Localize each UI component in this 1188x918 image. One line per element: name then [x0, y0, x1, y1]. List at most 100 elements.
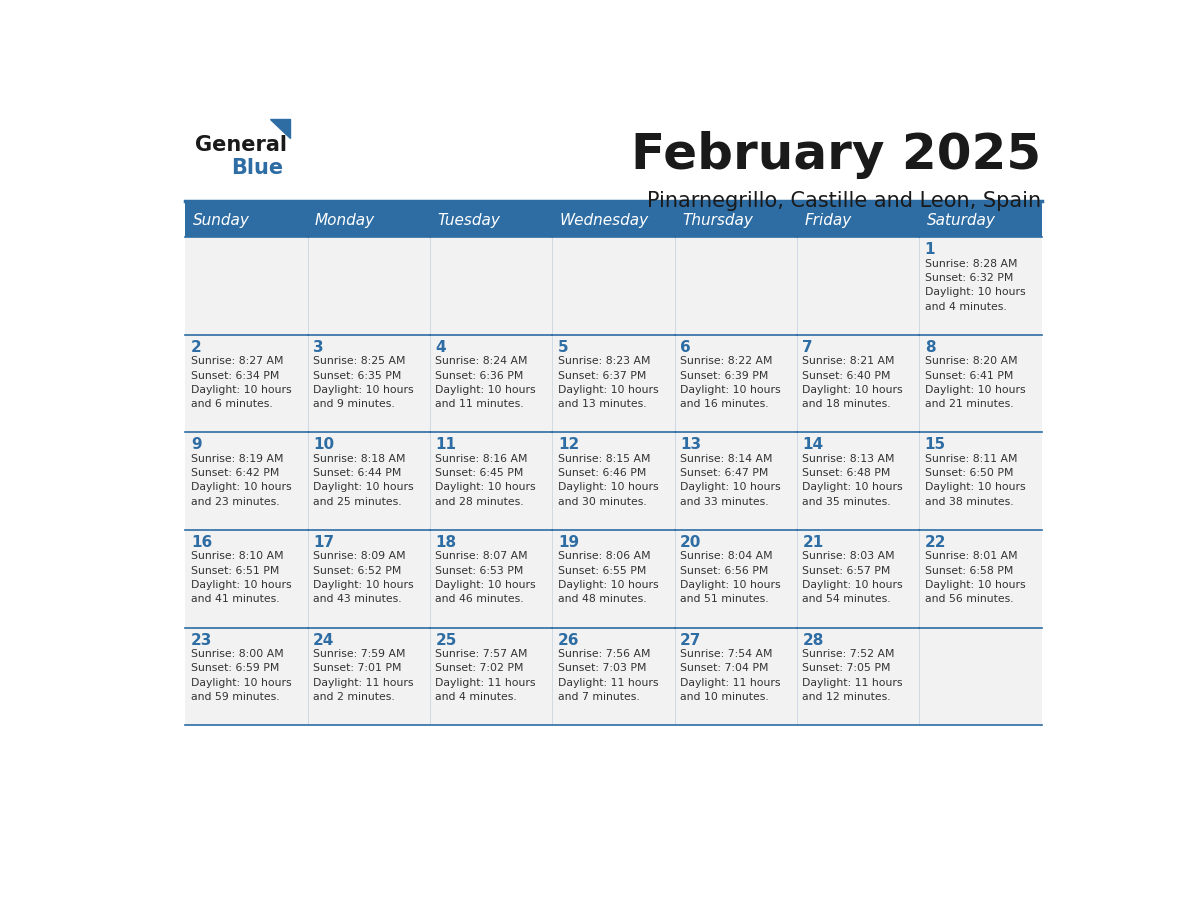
Text: Sunrise: 8:11 AM
Sunset: 6:50 PM
Daylight: 10 hours
and 38 minutes.: Sunrise: 8:11 AM Sunset: 6:50 PM Dayligh…	[924, 453, 1025, 507]
Bar	[797, 335, 920, 432]
Text: Sunrise: 8:28 AM
Sunset: 6:32 PM
Daylight: 10 hours
and 4 minutes.: Sunrise: 8:28 AM Sunset: 6:32 PM Dayligh…	[924, 259, 1025, 312]
Bar	[920, 628, 1042, 725]
Text: February 2025: February 2025	[632, 131, 1042, 179]
Text: Sunrise: 7:54 AM
Sunset: 7:04 PM
Daylight: 11 hours
and 10 minutes.: Sunrise: 7:54 AM Sunset: 7:04 PM Dayligh…	[681, 649, 781, 702]
Text: Sunrise: 8:14 AM
Sunset: 6:47 PM
Daylight: 10 hours
and 33 minutes.: Sunrise: 8:14 AM Sunset: 6:47 PM Dayligh…	[681, 453, 781, 507]
Text: 22: 22	[924, 535, 947, 550]
Text: 10: 10	[314, 438, 334, 453]
Bar	[675, 530, 797, 628]
Text: 19: 19	[558, 535, 579, 550]
Text: 25: 25	[436, 633, 457, 647]
Bar	[675, 238, 797, 335]
Text: 12: 12	[558, 438, 579, 453]
Bar	[675, 335, 797, 432]
Bar	[552, 628, 675, 725]
Text: 8: 8	[924, 340, 935, 355]
Text: General: General	[195, 135, 286, 155]
Text: Wednesday: Wednesday	[560, 213, 649, 228]
Text: Pinarnegrillo, Castille and Leon, Spain: Pinarnegrillo, Castille and Leon, Spain	[647, 192, 1042, 211]
Text: Monday: Monday	[315, 213, 375, 228]
Bar	[185, 335, 308, 432]
Text: 26: 26	[558, 633, 580, 647]
Text: Sunrise: 8:03 AM
Sunset: 6:57 PM
Daylight: 10 hours
and 54 minutes.: Sunrise: 8:03 AM Sunset: 6:57 PM Dayligh…	[802, 551, 903, 604]
Bar	[308, 238, 430, 335]
Bar	[920, 335, 1042, 432]
Bar	[797, 432, 920, 530]
Text: Sunrise: 7:52 AM
Sunset: 7:05 PM
Daylight: 11 hours
and 12 minutes.: Sunrise: 7:52 AM Sunset: 7:05 PM Dayligh…	[802, 649, 903, 702]
Polygon shape	[270, 118, 290, 139]
Text: Sunrise: 8:20 AM
Sunset: 6:41 PM
Daylight: 10 hours
and 21 minutes.: Sunrise: 8:20 AM Sunset: 6:41 PM Dayligh…	[924, 356, 1025, 409]
Text: 17: 17	[314, 535, 334, 550]
Text: Sunrise: 7:57 AM
Sunset: 7:02 PM
Daylight: 11 hours
and 4 minutes.: Sunrise: 7:57 AM Sunset: 7:02 PM Dayligh…	[436, 649, 536, 702]
Text: Sunrise: 7:59 AM
Sunset: 7:01 PM
Daylight: 11 hours
and 2 minutes.: Sunrise: 7:59 AM Sunset: 7:01 PM Dayligh…	[314, 649, 413, 702]
Bar	[552, 530, 675, 628]
Text: 5: 5	[558, 340, 568, 355]
Text: 20: 20	[681, 535, 701, 550]
Text: Sunrise: 8:01 AM
Sunset: 6:58 PM
Daylight: 10 hours
and 56 minutes.: Sunrise: 8:01 AM Sunset: 6:58 PM Dayligh…	[924, 551, 1025, 604]
Bar	[920, 432, 1042, 530]
Text: Sunrise: 8:16 AM
Sunset: 6:45 PM
Daylight: 10 hours
and 28 minutes.: Sunrise: 8:16 AM Sunset: 6:45 PM Dayligh…	[436, 453, 536, 507]
Text: Sunrise: 8:25 AM
Sunset: 6:35 PM
Daylight: 10 hours
and 9 minutes.: Sunrise: 8:25 AM Sunset: 6:35 PM Dayligh…	[314, 356, 413, 409]
Text: 23: 23	[191, 633, 213, 647]
Bar	[308, 530, 430, 628]
Bar	[185, 628, 308, 725]
Bar	[430, 238, 552, 335]
Text: 24: 24	[314, 633, 335, 647]
Text: 11: 11	[436, 438, 456, 453]
Text: Sunrise: 8:19 AM
Sunset: 6:42 PM
Daylight: 10 hours
and 23 minutes.: Sunrise: 8:19 AM Sunset: 6:42 PM Dayligh…	[191, 453, 291, 507]
Text: 9: 9	[191, 438, 202, 453]
Text: Blue: Blue	[232, 158, 284, 177]
Text: 28: 28	[802, 633, 823, 647]
Bar	[797, 628, 920, 725]
Text: 15: 15	[924, 438, 946, 453]
Text: Sunrise: 8:09 AM
Sunset: 6:52 PM
Daylight: 10 hours
and 43 minutes.: Sunrise: 8:09 AM Sunset: 6:52 PM Dayligh…	[314, 551, 413, 604]
Bar	[430, 628, 552, 725]
Text: 2: 2	[191, 340, 202, 355]
Text: 27: 27	[681, 633, 701, 647]
Text: Sunrise: 8:21 AM
Sunset: 6:40 PM
Daylight: 10 hours
and 18 minutes.: Sunrise: 8:21 AM Sunset: 6:40 PM Dayligh…	[802, 356, 903, 409]
Text: Sunrise: 8:10 AM
Sunset: 6:51 PM
Daylight: 10 hours
and 41 minutes.: Sunrise: 8:10 AM Sunset: 6:51 PM Dayligh…	[191, 551, 291, 604]
Text: Sunrise: 8:00 AM
Sunset: 6:59 PM
Daylight: 10 hours
and 59 minutes.: Sunrise: 8:00 AM Sunset: 6:59 PM Dayligh…	[191, 649, 291, 702]
Text: Sunrise: 8:27 AM
Sunset: 6:34 PM
Daylight: 10 hours
and 6 minutes.: Sunrise: 8:27 AM Sunset: 6:34 PM Dayligh…	[191, 356, 291, 409]
Bar	[675, 432, 797, 530]
Bar	[920, 238, 1042, 335]
Bar	[552, 335, 675, 432]
Text: Saturday: Saturday	[927, 213, 996, 228]
Bar	[552, 432, 675, 530]
Bar	[920, 530, 1042, 628]
Text: Tuesday: Tuesday	[437, 213, 500, 228]
Bar	[552, 238, 675, 335]
Text: Sunrise: 8:07 AM
Sunset: 6:53 PM
Daylight: 10 hours
and 46 minutes.: Sunrise: 8:07 AM Sunset: 6:53 PM Dayligh…	[436, 551, 536, 604]
Text: Sunrise: 8:18 AM
Sunset: 6:44 PM
Daylight: 10 hours
and 25 minutes.: Sunrise: 8:18 AM Sunset: 6:44 PM Dayligh…	[314, 453, 413, 507]
Text: 14: 14	[802, 438, 823, 453]
Text: Friday: Friday	[804, 213, 852, 228]
Text: 4: 4	[436, 340, 447, 355]
Bar	[308, 628, 430, 725]
Text: Sunrise: 8:04 AM
Sunset: 6:56 PM
Daylight: 10 hours
and 51 minutes.: Sunrise: 8:04 AM Sunset: 6:56 PM Dayligh…	[681, 551, 781, 604]
Bar	[430, 335, 552, 432]
Text: Sunrise: 8:24 AM
Sunset: 6:36 PM
Daylight: 10 hours
and 11 minutes.: Sunrise: 8:24 AM Sunset: 6:36 PM Dayligh…	[436, 356, 536, 409]
Bar	[308, 335, 430, 432]
Text: 1: 1	[924, 242, 935, 257]
Text: 3: 3	[314, 340, 324, 355]
Bar	[675, 628, 797, 725]
Text: Sunrise: 8:23 AM
Sunset: 6:37 PM
Daylight: 10 hours
and 13 minutes.: Sunrise: 8:23 AM Sunset: 6:37 PM Dayligh…	[558, 356, 658, 409]
Text: 13: 13	[681, 438, 701, 453]
Bar	[185, 204, 1042, 238]
Text: Sunrise: 7:56 AM
Sunset: 7:03 PM
Daylight: 11 hours
and 7 minutes.: Sunrise: 7:56 AM Sunset: 7:03 PM Dayligh…	[558, 649, 658, 702]
Bar	[185, 432, 308, 530]
Bar	[185, 530, 308, 628]
Bar	[797, 530, 920, 628]
Bar	[430, 432, 552, 530]
Text: Sunrise: 8:15 AM
Sunset: 6:46 PM
Daylight: 10 hours
and 30 minutes.: Sunrise: 8:15 AM Sunset: 6:46 PM Dayligh…	[558, 453, 658, 507]
Bar	[308, 432, 430, 530]
Text: Thursday: Thursday	[682, 213, 753, 228]
Text: 18: 18	[436, 535, 456, 550]
Text: 21: 21	[802, 535, 823, 550]
Text: Sunrise: 8:13 AM
Sunset: 6:48 PM
Daylight: 10 hours
and 35 minutes.: Sunrise: 8:13 AM Sunset: 6:48 PM Dayligh…	[802, 453, 903, 507]
Bar	[185, 238, 308, 335]
Bar	[797, 238, 920, 335]
Text: 16: 16	[191, 535, 213, 550]
Bar	[430, 530, 552, 628]
Text: 6: 6	[681, 340, 691, 355]
